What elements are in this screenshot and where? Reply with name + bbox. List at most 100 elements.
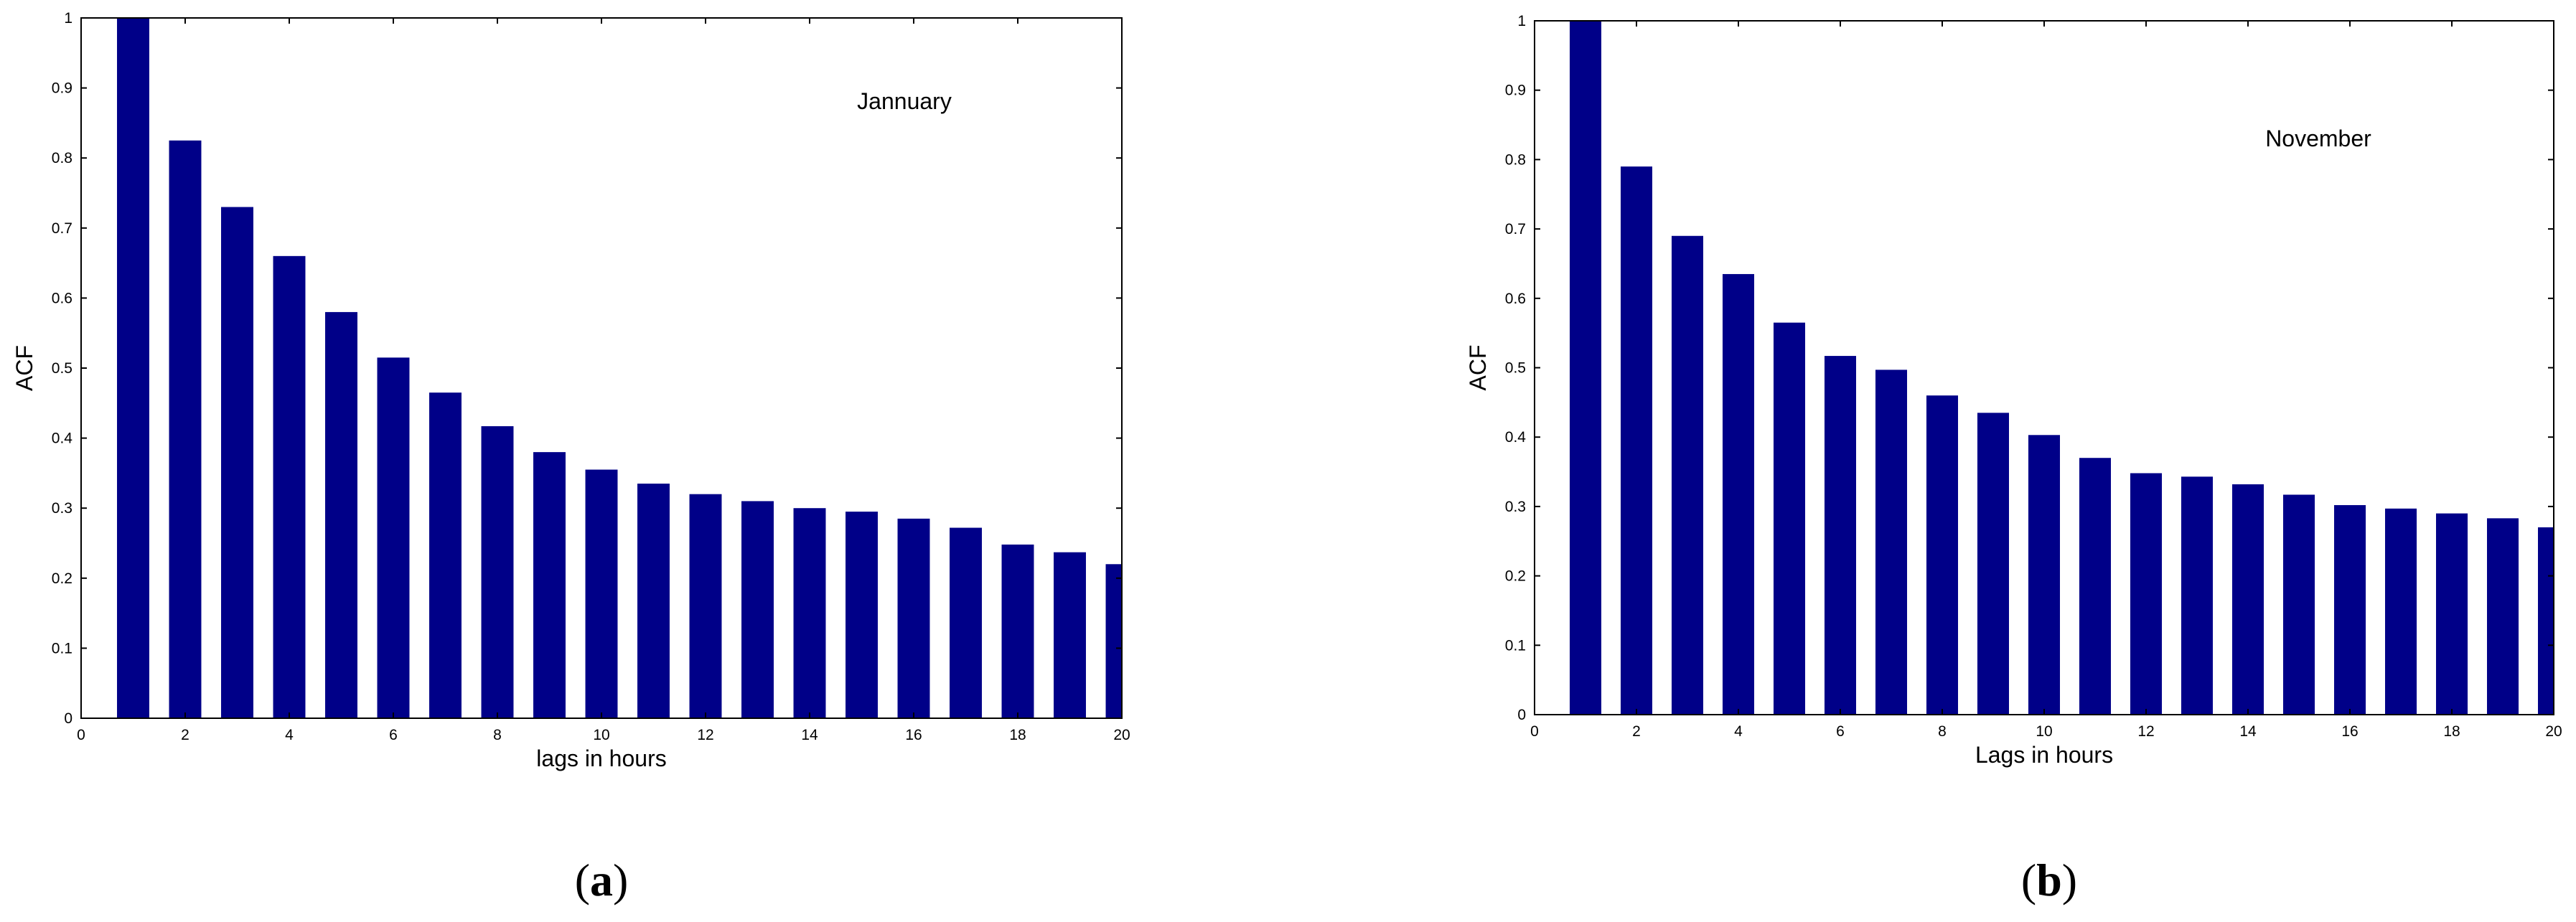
y-tick-label: 0.2 <box>52 570 72 587</box>
bar-lag-2 <box>169 140 202 719</box>
bar-lag-7 <box>429 392 462 718</box>
bar-lag-8 <box>481 426 514 718</box>
bar-lag-13 <box>2181 476 2214 715</box>
x-tick-label: 6 <box>1836 723 1845 740</box>
bar-lag-15 <box>2282 494 2315 715</box>
y-tick-label: 0.7 <box>1505 221 1526 237</box>
bar-lag-5 <box>325 311 357 718</box>
panel-label-close-paren: ) <box>613 855 628 905</box>
y-tick-label: 0.5 <box>1505 360 1526 377</box>
bar-lag-19 <box>1054 552 1086 718</box>
bar-lag-13 <box>741 501 774 718</box>
y-tick-label: 0.6 <box>52 290 72 306</box>
bar-lag-20 <box>2537 527 2554 715</box>
bar-lag-20 <box>1105 564 1122 718</box>
x-tick-label: 2 <box>181 727 189 743</box>
panel-label: (b) <box>2021 855 2077 905</box>
y-tick-label: 0.8 <box>52 150 72 166</box>
bar-lag-11 <box>637 484 670 718</box>
bar-lag-4 <box>273 255 306 719</box>
x-tick-label: 6 <box>389 727 398 743</box>
bar-lag-19 <box>2486 518 2519 715</box>
y-tick-label: 0.3 <box>1505 499 1526 515</box>
bar-lag-17 <box>2384 508 2417 715</box>
panel-label-open-paren: ( <box>575 855 590 905</box>
bar-lag-1 <box>117 18 149 718</box>
x-tick-label: 16 <box>2341 723 2358 740</box>
bar-lag-14 <box>2231 484 2264 715</box>
bar-lag-1 <box>1569 21 1602 715</box>
y-tick-label: 0.2 <box>1505 568 1526 585</box>
bar-lag-6 <box>1824 356 1857 715</box>
y-tick-label: 0 <box>64 710 72 727</box>
panel-label-letter: b <box>2036 855 2062 905</box>
bar-lag-16 <box>2333 504 2366 715</box>
panel-label-open-paren: ( <box>2021 855 2036 905</box>
bar-lag-4 <box>1722 273 1755 715</box>
bar-lag-5 <box>1773 322 1806 715</box>
y-tick-label: 0.9 <box>52 80 72 97</box>
x-tick-label: 12 <box>2137 723 2154 740</box>
x-tick-label: 0 <box>77 727 85 743</box>
y-tick-label: 0.5 <box>52 360 72 377</box>
bar-lag-7 <box>1875 370 1908 715</box>
x-tick-label: 12 <box>697 727 713 743</box>
y-tick-label: 0.8 <box>1505 151 1526 168</box>
bar-lag-11 <box>2079 458 2112 715</box>
panel-label-close-paren: ) <box>2062 855 2077 905</box>
bar-lag-10 <box>585 469 618 718</box>
x-tick-label: 14 <box>2239 723 2257 740</box>
bar-lag-17 <box>950 527 982 718</box>
y-tick-label: 0.4 <box>52 431 73 447</box>
x-tick-label: 2 <box>1632 723 1641 740</box>
bar-lag-18 <box>2435 513 2468 715</box>
y-tick-label: 0.6 <box>1505 291 1526 307</box>
y-tick-label: 0.7 <box>52 220 72 237</box>
bar-lag-9 <box>533 452 566 718</box>
bar-lag-9 <box>1977 413 2010 715</box>
y-tick-label: 0.1 <box>52 640 72 657</box>
bar-lag-12 <box>689 494 722 718</box>
bar-lag-6 <box>377 357 410 718</box>
x-tick-label: 0 <box>1530 723 1539 740</box>
bar-lag-15 <box>846 512 878 718</box>
bar-lag-14 <box>793 508 826 718</box>
bar-lag-8 <box>1926 395 1959 715</box>
x-axis-title: lags in hours <box>536 745 666 771</box>
y-tick-label: 0.4 <box>1505 429 1527 446</box>
x-tick-label: 4 <box>1734 723 1743 740</box>
panel-label-letter: a <box>590 855 613 905</box>
x-axis-title: Lags in hours <box>1975 742 2113 768</box>
chart-panel-a: 0 2 4 6 8 10 12 14 16 18 20 0 0.1 0.2 0.3 0.4 0.5 0.6 0.7 0… <box>11 10 1130 905</box>
y-axis-title: ACF <box>11 345 37 391</box>
bar-lag-3 <box>221 207 253 718</box>
x-tick-label: 4 <box>285 727 294 743</box>
bar-lag-3 <box>1671 235 1704 715</box>
bar-lag-12 <box>2130 473 2163 715</box>
y-axis-title: ACF <box>1465 345 1491 391</box>
x-tick-label: 8 <box>493 727 502 743</box>
x-tick-label: 18 <box>1009 727 1026 743</box>
x-tick-label: 18 <box>2443 723 2460 740</box>
x-tick-label: 20 <box>2545 723 2562 740</box>
chart-panel-b: 0 2 4 6 8 10 12 14 16 18 20 0 0.1 0.2 0.3 0.4 0.5 0.6 0.7 0… <box>1465 13 2562 905</box>
x-tick-label: 10 <box>2036 723 2052 740</box>
x-tick-label: 10 <box>593 727 609 743</box>
y-tick-label: 1 <box>1517 13 1526 29</box>
y-tick-label: 0.1 <box>1505 637 1526 654</box>
y-tick-label: 0.9 <box>1505 83 1526 99</box>
y-tick-label: 1 <box>64 10 72 27</box>
x-tick-label: 14 <box>801 727 818 743</box>
x-tick-label: 8 <box>1938 723 1947 740</box>
x-tick-label: 20 <box>1113 727 1130 743</box>
bar-lag-16 <box>897 518 930 718</box>
y-tick-label: 0 <box>1517 707 1526 723</box>
month-annotation: Jannuary <box>857 88 952 114</box>
bar-lag-2 <box>1620 166 1653 715</box>
month-annotation: November <box>2265 126 2371 151</box>
y-tick-label: 0.3 <box>52 500 72 517</box>
bar-lag-18 <box>1001 544 1034 718</box>
bar-lag-10 <box>2028 435 2061 715</box>
x-tick-label: 16 <box>905 727 922 743</box>
